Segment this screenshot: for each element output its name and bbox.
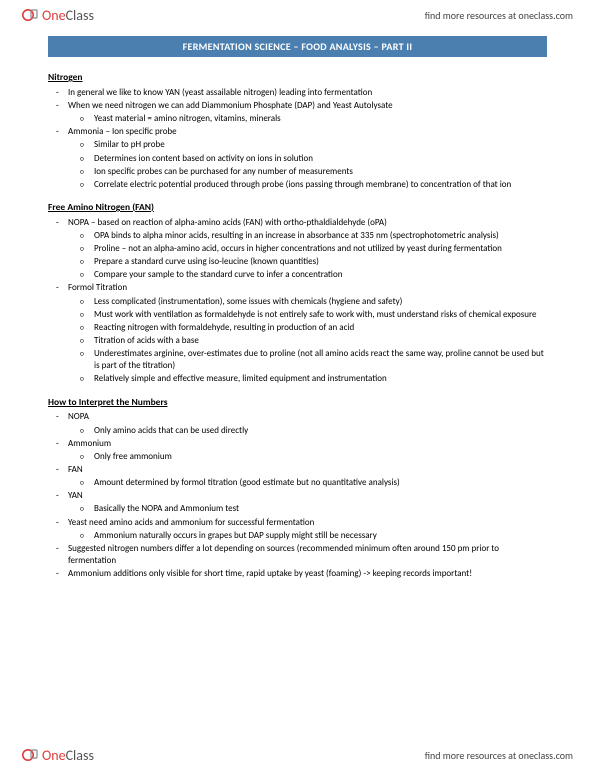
list-item: Suggested nitrogen numbers differ a lot … [68,543,547,567]
footer-link[interactable]: find more resources at oneclass.com [425,749,573,762]
brand-one: One [42,747,66,764]
list-item: Ammonia – Ion specific probeSimilar to p… [68,126,547,191]
footer-bar: OneClass find more resources at oneclass… [0,746,595,764]
sub-list-item: Proline – not an alpha-amino acid, occur… [94,243,547,255]
brand-class: Class [66,747,94,764]
sub-list: OPA binds to alpha minor acids, resultin… [68,230,547,282]
sub-list-item: Reacting nitrogen with formaldehyde, res… [94,322,547,334]
sub-list-item: Amount determined by formol titration (g… [94,477,547,489]
logo-icon [22,6,40,24]
sub-list-item: Prepare a standard curve using iso-leuci… [94,256,547,268]
section-heading: Free Amino Nitrogen (FAN) [48,201,547,214]
header-link[interactable]: find more resources at oneclass.com [425,9,573,22]
sub-list-item: Titration of acids with a base [94,335,547,347]
sub-list-item: Correlate electric potential produced th… [94,179,547,191]
sub-list: Ammonium naturally occurs in grapes but … [68,530,547,542]
list-item: FANAmount determined by formol titration… [68,464,547,489]
sub-list-item: Less complicated (instrumentation), some… [94,296,547,308]
list-item: Ammonium additions only visible for shor… [68,568,547,580]
header-bar: OneClass find more resources at oneclass… [0,0,595,28]
bullet-list: NOPA – based on reaction of alpha-amino … [48,217,547,386]
sub-list-item: OPA binds to alpha minor acids, resultin… [94,230,547,242]
sub-list: Only free ammonium [68,451,547,463]
sub-list-item: Relatively simple and effective measure,… [94,373,547,385]
sub-list-item: Underestimates arginine, over-estimates … [94,348,547,372]
bullet-list: NOPAOnly amino acids that can be used di… [48,411,547,580]
list-item: Yeast need amino acids and ammonium for … [68,517,547,542]
brand-text: OneClass [42,7,94,24]
document-title: FERMENTATION SCIENCE – FOOD ANALYSIS – P… [48,36,547,57]
section-heading: How to Interpret the Numbers [48,396,547,409]
list-item: When we need nitrogen we can add Diammon… [68,100,547,125]
brand-class: Class [66,7,94,24]
section-heading: Nitrogen [48,71,547,84]
sub-list-item: Must work with ventilation as formaldehy… [94,309,547,321]
list-item: Formol TitrationLess complicated (instru… [68,282,547,385]
sub-list: Only amino acids that can be used direct… [68,425,547,437]
brand-logo: OneClass [22,6,94,24]
logo-icon [22,746,40,764]
list-item: NOPAOnly amino acids that can be used di… [68,411,547,436]
bullet-list: In general we like to know YAN (yeast as… [48,87,547,191]
sub-list: Yeast material = amino nitrogen, vitamin… [68,113,547,125]
sub-list-item: Only amino acids that can be used direct… [94,425,547,437]
list-item: In general we like to know YAN (yeast as… [68,87,547,99]
sub-list-item: Yeast material = amino nitrogen, vitamin… [94,113,547,125]
list-item: AmmoniumOnly free ammonium [68,438,547,463]
sub-list: Less complicated (instrumentation), some… [68,296,547,386]
sub-list-item: Ion specific probes can be purchased for… [94,166,547,178]
list-item: YANBasically the NOPA and Ammonium test [68,490,547,515]
brand-one: One [42,7,66,24]
list-item: NOPA – based on reaction of alpha-amino … [68,217,547,282]
sub-list-item: Compare your sample to the standard curv… [94,269,547,281]
sub-list: Basically the NOPA and Ammonium test [68,503,547,515]
sub-list-item: Only free ammonium [94,451,547,463]
sub-list: Amount determined by formol titration (g… [68,477,547,489]
sub-list-item: Similar to pH probe [94,139,547,151]
document-body: Nitrogen In general we like to know YAN (… [0,71,595,580]
sub-list: Similar to pH probe Determines ion conten… [68,139,547,191]
brand-text: OneClass [42,747,94,764]
sub-list-item: Ammonium naturally occurs in grapes but … [94,530,547,542]
footer-logo: OneClass [22,746,94,764]
sub-list-item: Basically the NOPA and Ammonium test [94,503,547,515]
sub-list-item: Determines ion content based on activity… [94,153,547,165]
